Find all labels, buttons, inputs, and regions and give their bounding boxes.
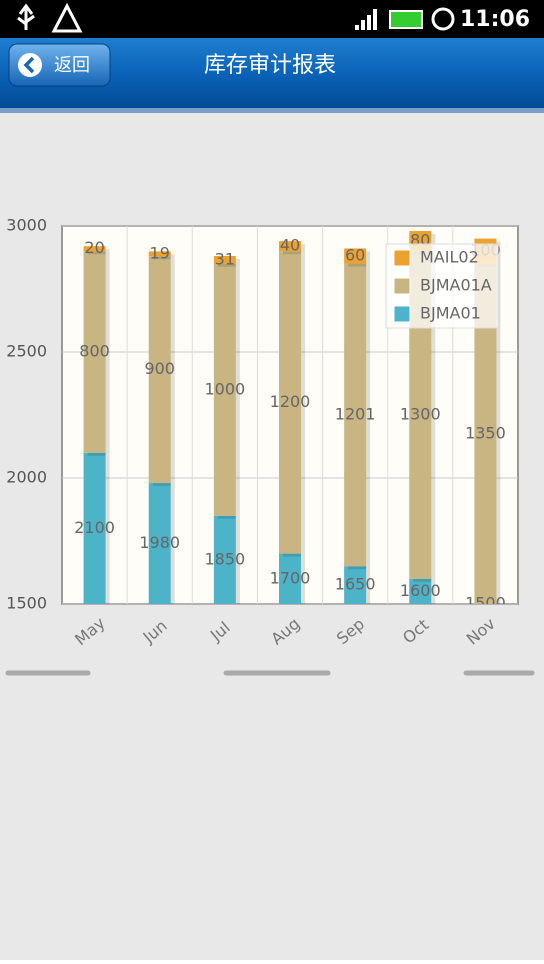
value-label: 1850 xyxy=(204,549,245,568)
bar-segment xyxy=(344,566,367,604)
value-label: 20 xyxy=(84,238,104,257)
back-icon xyxy=(18,53,42,77)
legend-swatch xyxy=(393,305,411,323)
alarm-icon xyxy=(431,7,455,31)
bar-segment xyxy=(279,241,301,252)
legend-label: BJMA01 xyxy=(420,304,481,323)
bar-segment xyxy=(279,251,301,554)
bar-segment xyxy=(83,452,106,604)
value-label: 1201 xyxy=(335,404,376,423)
bar-segment xyxy=(148,483,171,604)
value-label: 2100 xyxy=(74,518,115,537)
bar-segment xyxy=(148,256,171,484)
bar-segment xyxy=(344,263,367,567)
bar-segment xyxy=(344,248,367,264)
bar-segment xyxy=(148,251,171,257)
value-label: 31 xyxy=(215,249,235,268)
bar-segment xyxy=(409,251,432,579)
bar-segment xyxy=(409,578,432,604)
bar-shadow xyxy=(87,249,110,255)
bar-segment xyxy=(279,553,301,604)
header-shadow xyxy=(0,108,544,113)
back-button[interactable]: 返回 xyxy=(8,43,111,87)
bar-segment xyxy=(474,263,497,604)
back-label[interactable]: 返回 xyxy=(54,55,90,76)
bar-segment xyxy=(83,246,106,252)
value-label: 60 xyxy=(345,245,365,264)
clock: 11:06 xyxy=(460,7,530,32)
page-title: 库存审计报表 xyxy=(204,53,336,78)
bar-segment xyxy=(213,255,236,264)
signal-icon xyxy=(355,9,377,30)
y-tick-label: 2000 xyxy=(6,468,47,487)
value-label: 1500 xyxy=(465,594,506,613)
y-tick-label: 3000 xyxy=(6,216,47,235)
legend-swatch xyxy=(393,277,411,295)
y-tick-label: 2500 xyxy=(6,342,47,361)
value-label: 1600 xyxy=(400,581,441,600)
value-label: 800 xyxy=(79,342,110,361)
bars xyxy=(83,231,501,604)
bar-shadow xyxy=(152,254,175,260)
back-arrow xyxy=(23,56,35,74)
bar-segment xyxy=(83,251,106,453)
legend: MAIL02 BJMA01A BJMA01 xyxy=(385,243,499,329)
legend-label: MAIL02 xyxy=(420,248,479,267)
legend-swatch xyxy=(393,249,411,267)
value-label: 1650 xyxy=(335,575,376,594)
value-label: 1300 xyxy=(400,405,441,424)
legend-label: BJMA01A xyxy=(420,276,492,295)
value-label: 19 xyxy=(150,243,170,262)
warning-icon xyxy=(51,2,83,33)
value-label: 40 xyxy=(280,236,300,255)
bar-segment xyxy=(213,515,236,604)
usb-icon xyxy=(17,3,35,30)
value-label: 1200 xyxy=(270,392,311,411)
value-label: 1350 xyxy=(465,423,506,442)
battery-icon xyxy=(389,10,423,29)
value-label: 1980 xyxy=(139,533,180,552)
value-label: 900 xyxy=(144,359,175,378)
value-label: 1000 xyxy=(204,379,245,398)
y-tick-label: 1500 xyxy=(6,594,47,613)
bar-segment xyxy=(213,263,236,516)
value-label: 1700 xyxy=(270,568,311,587)
